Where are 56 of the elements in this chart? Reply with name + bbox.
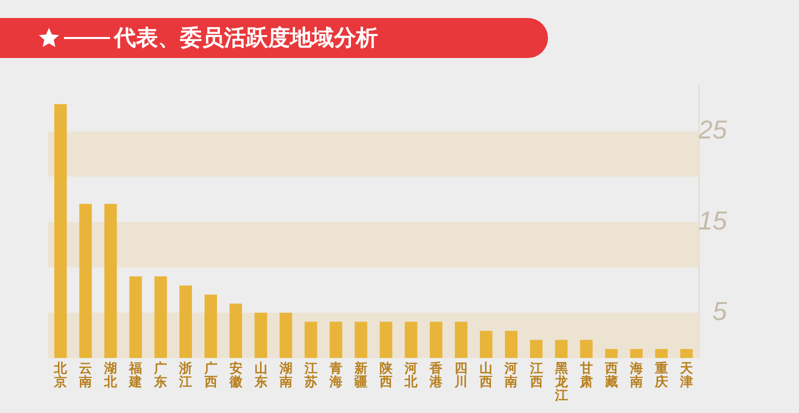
bar xyxy=(104,204,117,358)
x-tick-label: 广东 xyxy=(153,360,168,390)
x-tick-label: 北京 xyxy=(53,361,68,390)
x-tick-label: 天津 xyxy=(678,361,694,390)
bar xyxy=(430,322,442,358)
x-tick-label: 广西 xyxy=(203,360,218,390)
bar xyxy=(354,322,368,358)
bar xyxy=(280,312,292,358)
bar xyxy=(154,276,167,358)
x-tick-label: 重庆 xyxy=(654,360,668,390)
x-tick-label: 青海 xyxy=(328,361,342,390)
x-tick-label: 西藏 xyxy=(604,361,618,390)
bar xyxy=(555,340,568,358)
bar xyxy=(454,322,468,358)
x-tick-label: 四川 xyxy=(454,361,468,390)
bar xyxy=(680,348,693,358)
x-tick-label: 云南 xyxy=(78,361,92,390)
bar xyxy=(79,204,92,358)
x-tick-label: 陕西 xyxy=(378,361,394,390)
bar xyxy=(54,104,67,358)
bar xyxy=(304,322,318,358)
bar xyxy=(204,294,218,358)
bar xyxy=(504,330,518,358)
x-tick-label: 湖南 xyxy=(278,361,292,390)
x-tick-label: 河南 xyxy=(504,361,518,390)
x-tick-label: 江苏 xyxy=(303,361,318,390)
x-tick-label: 江西 xyxy=(528,361,543,390)
x-tick-label: 安徽 xyxy=(228,360,244,390)
bar xyxy=(530,340,543,358)
x-tick-label: 香港 xyxy=(428,360,444,390)
bar xyxy=(630,348,643,358)
x-tick-label: 山东 xyxy=(253,361,268,390)
bar xyxy=(129,276,142,358)
bar xyxy=(230,304,242,358)
x-tick-label: 湖北 xyxy=(103,361,118,390)
bar xyxy=(330,322,342,358)
x-tick-label: 山西 xyxy=(478,361,493,390)
chart-title: 代表、委员活跃度地域分析 xyxy=(114,24,378,53)
bar xyxy=(480,330,492,358)
bar xyxy=(179,286,192,358)
bar xyxy=(580,340,593,358)
y-tick-label: 5 xyxy=(712,296,728,326)
bar xyxy=(605,348,618,358)
x-tick-label: 新疆 xyxy=(353,360,368,390)
bar xyxy=(655,348,668,358)
x-tick-label: 福建 xyxy=(128,360,142,390)
bar xyxy=(404,322,418,358)
x-tick-label: 河北 xyxy=(404,361,419,390)
x-tick-label: 浙江 xyxy=(178,361,192,390)
y-tick-label: 15 xyxy=(698,205,728,236)
y-tick-label: 25 xyxy=(697,114,728,145)
x-tick-label: 黑龙江 xyxy=(554,361,569,404)
x-tick-label: 海南 xyxy=(628,361,643,390)
bar xyxy=(254,312,268,358)
x-tick-label: 甘肃 xyxy=(578,361,593,390)
bar xyxy=(380,322,392,358)
